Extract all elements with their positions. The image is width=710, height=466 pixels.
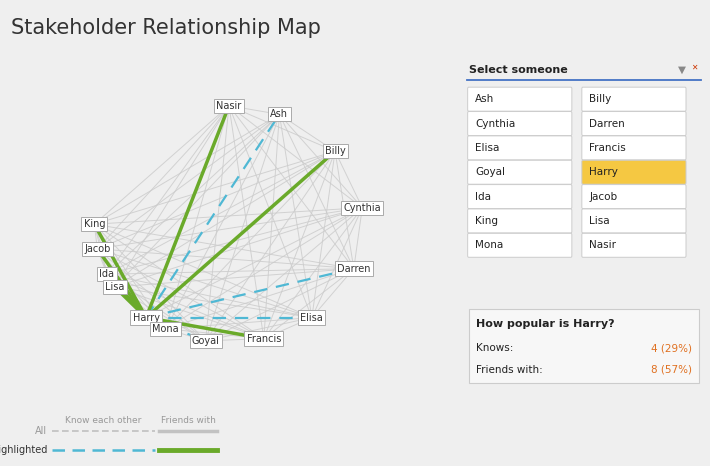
- Text: Nasir: Nasir: [589, 240, 616, 250]
- Text: How popular is Harry?: How popular is Harry?: [476, 319, 614, 329]
- Text: Ida: Ida: [475, 192, 491, 202]
- FancyBboxPatch shape: [581, 185, 686, 209]
- FancyBboxPatch shape: [581, 136, 686, 160]
- Text: ✕: ✕: [692, 62, 698, 71]
- Text: Darren: Darren: [589, 118, 626, 129]
- Text: Goyal: Goyal: [475, 167, 506, 177]
- Text: ▼: ▼: [677, 65, 685, 75]
- FancyBboxPatch shape: [581, 233, 686, 257]
- Text: Ash: Ash: [271, 110, 288, 119]
- Text: King: King: [84, 219, 105, 229]
- Text: Knows:: Knows:: [476, 343, 513, 353]
- Text: Cynthia: Cynthia: [344, 203, 381, 212]
- Text: Elisa: Elisa: [300, 313, 323, 322]
- Text: Ash: Ash: [475, 94, 495, 104]
- FancyBboxPatch shape: [468, 233, 572, 257]
- FancyBboxPatch shape: [581, 87, 686, 111]
- FancyBboxPatch shape: [468, 87, 572, 111]
- Text: Stakeholder Relationship Map: Stakeholder Relationship Map: [11, 18, 320, 38]
- Text: Know each other: Know each other: [65, 416, 141, 425]
- Text: Lisa: Lisa: [589, 216, 610, 226]
- Text: Harry: Harry: [589, 167, 618, 177]
- Text: Harry highlighted: Harry highlighted: [0, 445, 48, 455]
- Text: Francis: Francis: [246, 334, 281, 343]
- Text: Nasir: Nasir: [217, 101, 241, 111]
- Text: Mona: Mona: [153, 324, 179, 334]
- Text: Lisa: Lisa: [105, 282, 124, 292]
- Text: All: All: [36, 425, 48, 436]
- Text: 8 (57%): 8 (57%): [651, 365, 692, 375]
- FancyBboxPatch shape: [469, 308, 699, 383]
- FancyBboxPatch shape: [468, 185, 572, 209]
- Text: Jacob: Jacob: [84, 244, 111, 254]
- FancyBboxPatch shape: [468, 209, 572, 233]
- Text: Billy: Billy: [589, 94, 612, 104]
- FancyBboxPatch shape: [468, 136, 572, 160]
- Text: Billy: Billy: [324, 146, 346, 156]
- Text: Elisa: Elisa: [475, 143, 500, 153]
- Text: Cynthia: Cynthia: [475, 118, 515, 129]
- FancyBboxPatch shape: [468, 160, 572, 184]
- Text: Select someone: Select someone: [469, 65, 567, 75]
- FancyBboxPatch shape: [468, 111, 572, 136]
- FancyBboxPatch shape: [581, 160, 686, 184]
- Text: Harry: Harry: [133, 313, 160, 322]
- Text: Friends with: Friends with: [161, 416, 216, 425]
- Text: Friends with:: Friends with:: [476, 365, 542, 375]
- Text: Goyal: Goyal: [192, 336, 219, 346]
- Text: King: King: [475, 216, 498, 226]
- Text: Ida: Ida: [99, 269, 114, 279]
- FancyBboxPatch shape: [581, 111, 686, 136]
- FancyBboxPatch shape: [581, 209, 686, 233]
- Text: Mona: Mona: [475, 240, 503, 250]
- Text: Darren: Darren: [337, 264, 371, 274]
- Text: 4 (29%): 4 (29%): [651, 343, 692, 353]
- Text: Jacob: Jacob: [589, 192, 618, 202]
- Text: Francis: Francis: [589, 143, 626, 153]
